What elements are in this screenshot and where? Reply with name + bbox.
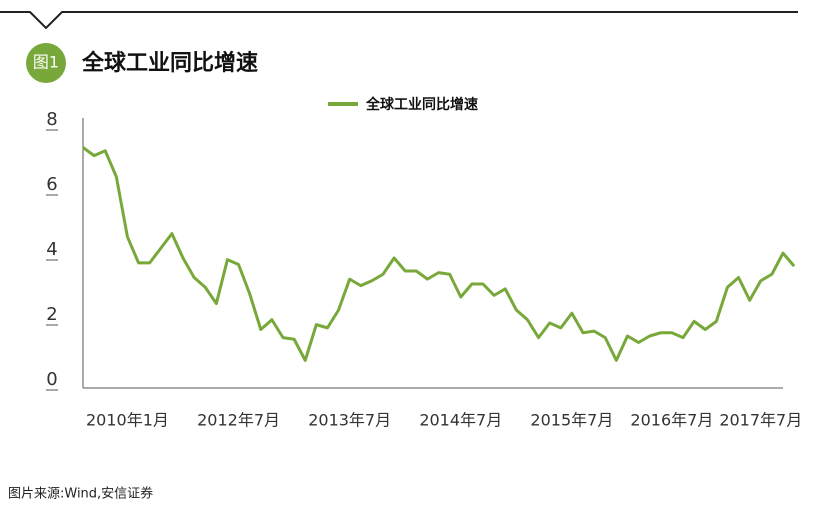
- y-tick-label: 4: [46, 239, 57, 260]
- source: 图片来源:Wind,安信证券: [8, 486, 153, 502]
- y-tick-label: 2: [46, 304, 57, 325]
- x-tick-label: 2016年7月: [630, 411, 713, 430]
- x-tick-label: 2017年7月: [719, 411, 802, 430]
- series-line: [82, 146, 796, 362]
- x-tick-label: 2012年7月: [197, 411, 280, 430]
- x-tick-label: 2015年7月: [530, 411, 613, 430]
- header-rule: [0, 11, 798, 30]
- badge: 图1: [33, 53, 59, 72]
- x-tick-label: 2010年1月: [86, 411, 169, 430]
- y-tick-label: 8: [46, 109, 57, 130]
- y-tick-label: 6: [46, 174, 57, 195]
- badge-circle: [26, 43, 66, 83]
- legend-label: 全球工业同比增速: [365, 96, 478, 113]
- chart-title: 全球工业同比增速: [81, 50, 258, 76]
- x-tick-label: 2014年7月: [419, 411, 502, 430]
- y-tick-label: 0: [46, 369, 57, 390]
- x-tick-label: 2013年7月: [308, 411, 391, 430]
